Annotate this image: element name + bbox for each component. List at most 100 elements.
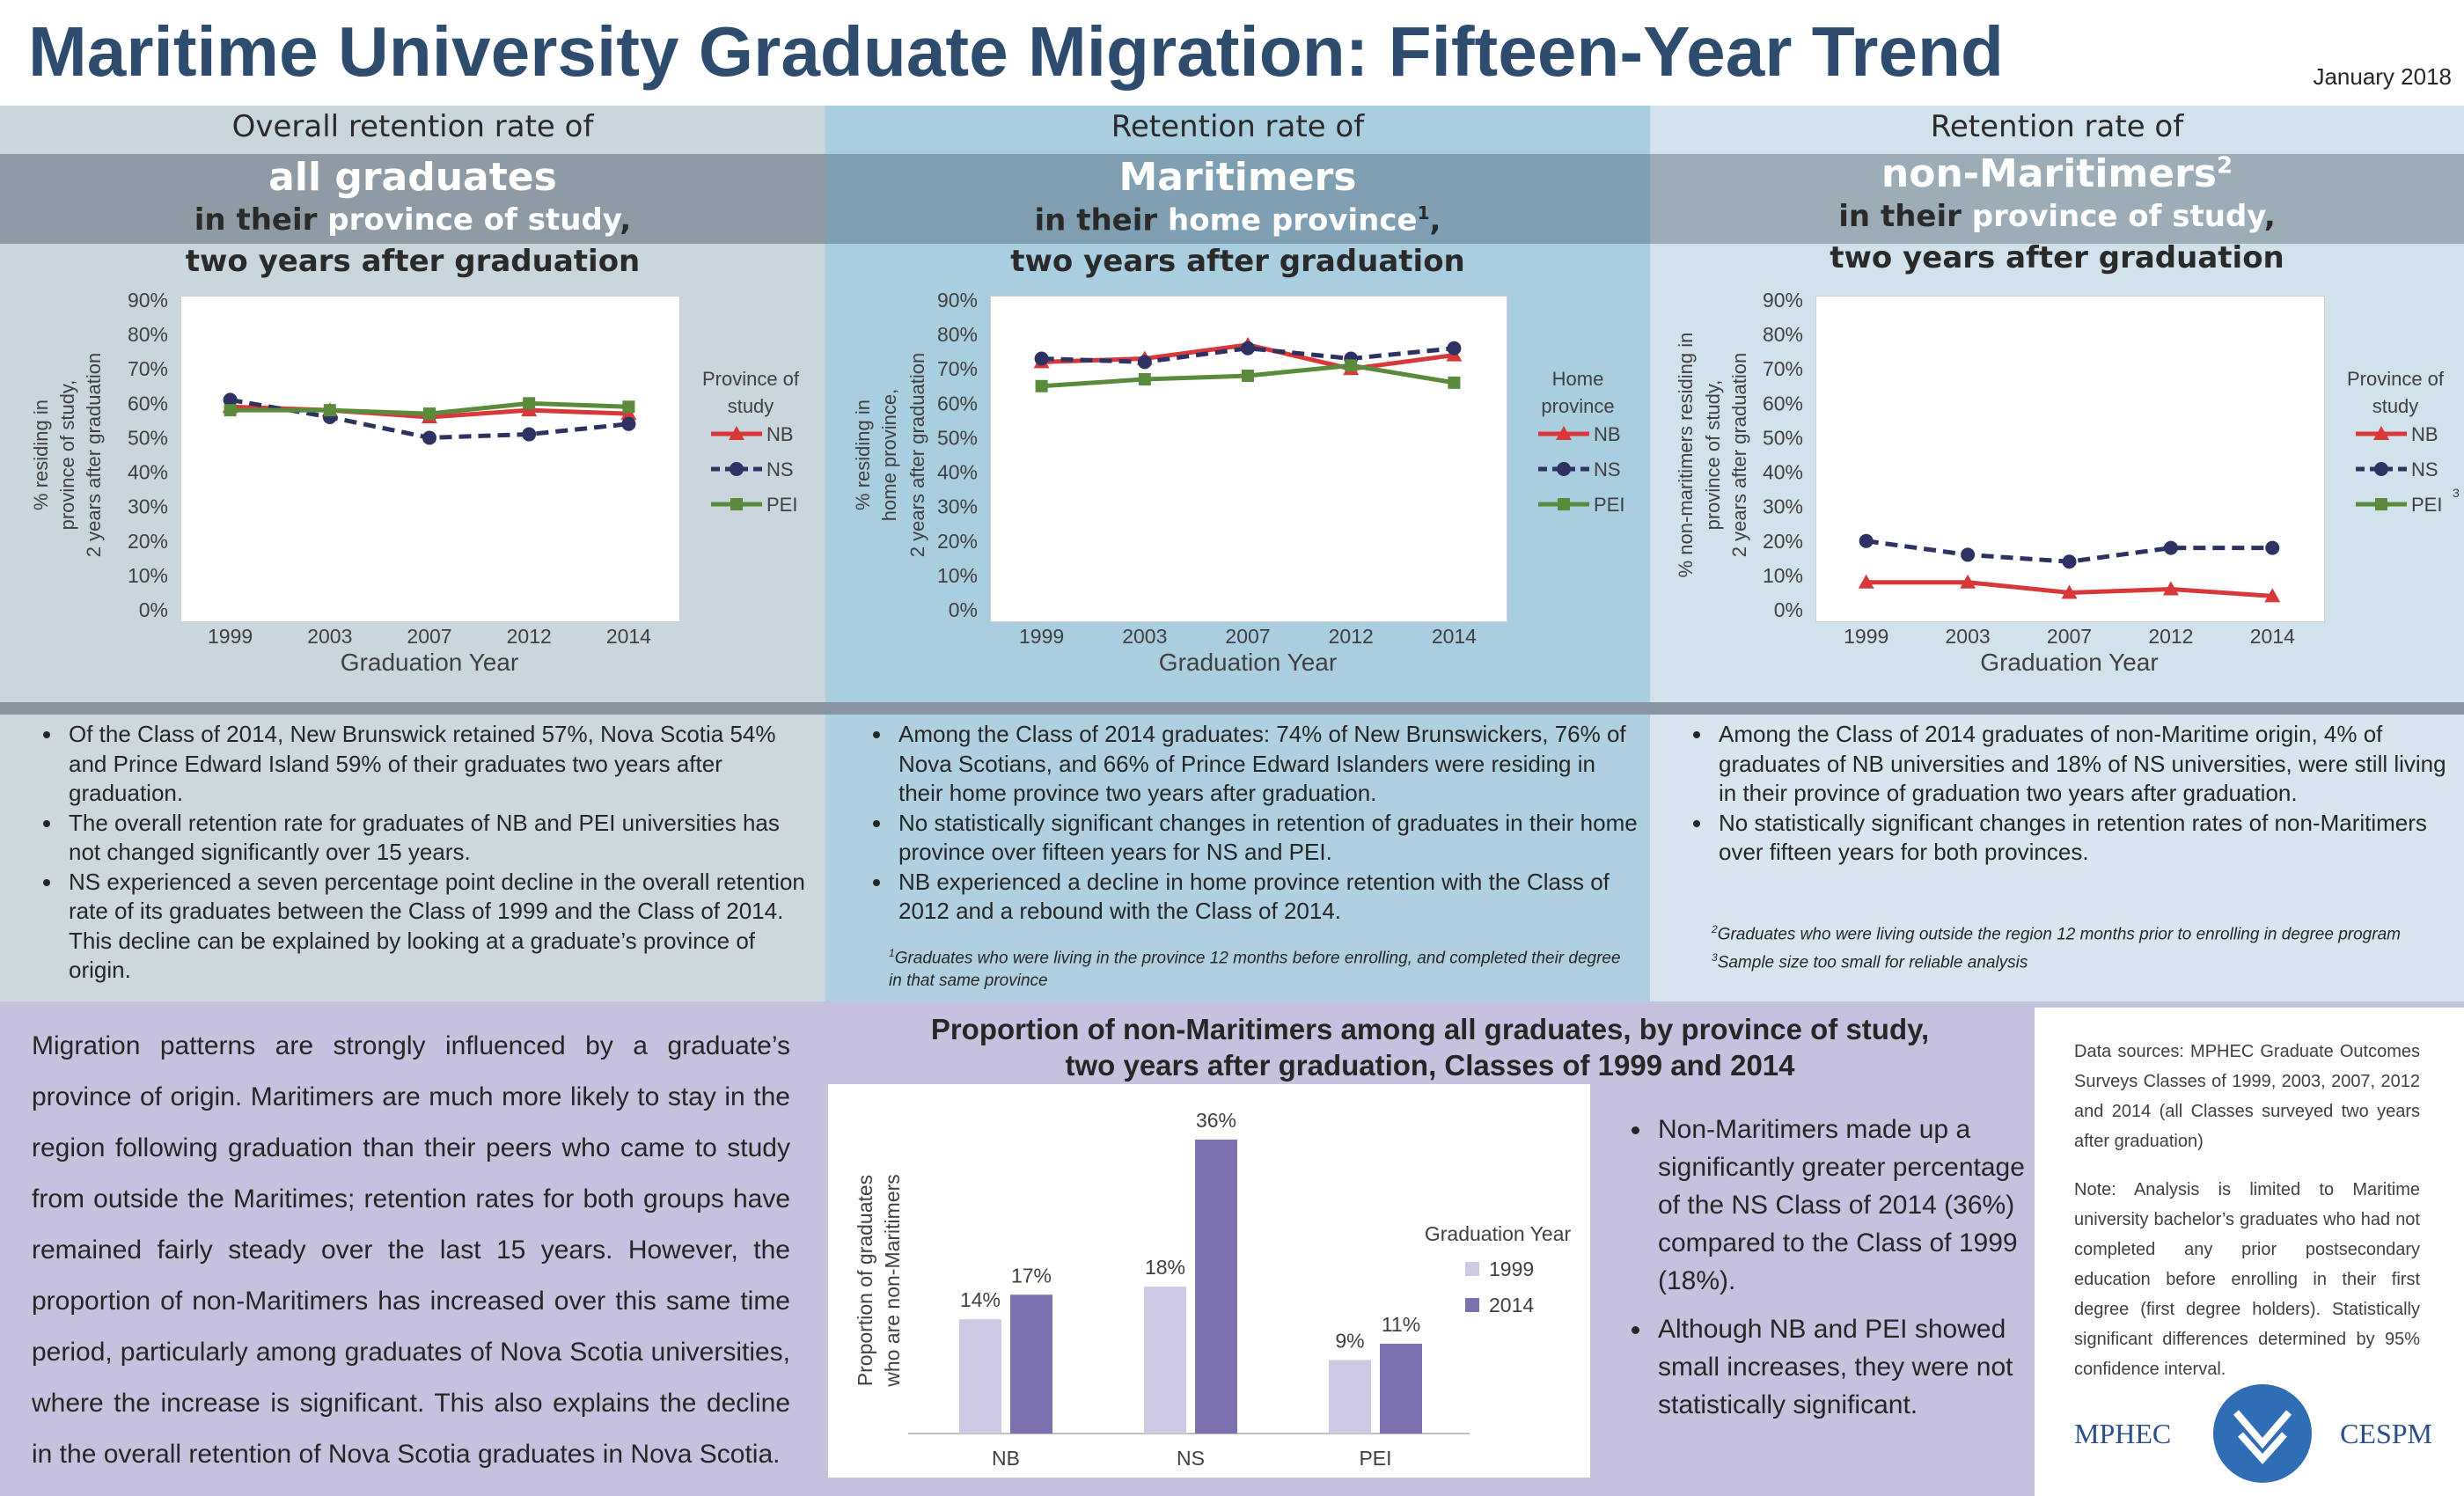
legend-marker <box>730 462 744 476</box>
y-tick-label: 80% <box>1763 323 1803 346</box>
marker <box>522 427 537 442</box>
marker <box>1035 379 1048 392</box>
panel-heading: Retention rate of non-Maritimers2 in the… <box>1650 0 2464 290</box>
y-tick-label: 30% <box>937 495 978 518</box>
y-tick-label: 60% <box>1763 392 1803 414</box>
footnote-mark: 2 <box>1712 923 1718 935</box>
bullet-list: Among the Class of 2014 graduates of non… <box>1682 720 2461 868</box>
legend-marker <box>1558 498 1570 510</box>
footnote-text: Sample size too small for reliable analy… <box>1717 953 2028 972</box>
y-axis-title: % non-maritimers residing in <box>1675 333 1697 578</box>
legend-label: 1999 <box>1489 1258 1534 1280</box>
heading-line: non-Maritimers2 <box>1650 151 2464 196</box>
legend-label: PEI <box>766 494 797 516</box>
panel-bg <box>825 715 1650 1001</box>
marker <box>2265 540 2280 555</box>
marker <box>621 416 636 431</box>
heading-line: all graduates <box>268 155 557 200</box>
legend-marker <box>2373 426 2389 440</box>
heading-line: in their province of study, <box>1650 199 2464 234</box>
y-axis-title: % residing in <box>30 400 52 510</box>
y-tick-label: 90% <box>937 289 978 312</box>
heading-line: Maritimers <box>1118 155 1357 200</box>
y-tick-label: 50% <box>128 426 168 449</box>
x-tick-label: 2014 <box>606 625 651 648</box>
page-title: Maritime University Graduate Migration: … <box>28 12 2004 91</box>
legend-label: NB <box>766 423 794 445</box>
x-tick-label: 1999 <box>1844 625 1888 648</box>
heading-band <box>825 154 1650 244</box>
bullet: Non-Maritimers made up a significantly g… <box>1653 1111 2027 1300</box>
legend-label: PEI <box>1594 494 1624 516</box>
sources: Data sources: MPHEC Graduate Outcomes Su… <box>2074 1042 2420 1151</box>
heading-line: two years after graduation <box>1010 244 1465 279</box>
x-tick-label: 1999 <box>1019 625 1064 648</box>
y-tick-label: 0% <box>1774 598 1803 621</box>
heading-line: in their home province1, <box>825 202 1650 238</box>
value-label: 9% <box>1335 1330 1364 1353</box>
logo-mark <box>2213 1384 2312 1483</box>
value-label: 11% <box>1382 1313 1420 1336</box>
y-axis-title: % residing in <box>852 400 874 510</box>
bullet: No statistically significant changes in … <box>893 809 1641 868</box>
y-axis-title: 2 years after graduation <box>906 353 928 557</box>
x-tick-label: PEI <box>1359 1447 1391 1470</box>
legend-swatch <box>1465 1298 1479 1312</box>
y-tick-label: 20% <box>1763 530 1803 553</box>
bar <box>1380 1343 1422 1434</box>
marker <box>1137 355 1152 370</box>
value-label: 17% <box>1011 1264 1052 1287</box>
y-tick-label: 90% <box>128 289 168 312</box>
x-tick-label: 2012 <box>2148 625 2193 648</box>
heading-sup: 2 <box>2217 152 2233 180</box>
y-tick-label: 60% <box>128 392 168 414</box>
footnote: 3Sample size too small for reliable anal… <box>1712 946 2442 974</box>
marker <box>1242 370 1254 383</box>
footnote: 1Graduates who were living in the provin… <box>889 942 1628 993</box>
y-tick-label: 80% <box>937 323 978 346</box>
heading-text: home province <box>1168 202 1418 238</box>
bar <box>1329 1360 1371 1434</box>
bullet: The overall retention rate for graduates… <box>63 809 811 868</box>
y-axis-title: Proportion of graduates <box>854 1175 876 1386</box>
footnotes: 2Graduates who were living outside the r… <box>1712 918 2442 975</box>
bullet: NB experienced a decline in home provinc… <box>893 868 1641 927</box>
y-tick-label: 60% <box>937 392 978 414</box>
legend-marker <box>730 498 743 510</box>
y-tick-label: 40% <box>1763 461 1803 484</box>
marker <box>1241 341 1255 356</box>
chart-box <box>180 296 680 622</box>
y-axis-title: province of study, <box>56 380 78 531</box>
heading-text: , <box>620 202 632 238</box>
logo-text: MPHEC <box>2074 1418 2171 1449</box>
heading-line: Overall retention rate of <box>231 109 594 144</box>
legend-label: NS <box>2411 458 2438 480</box>
marker <box>2062 554 2077 569</box>
value-label: 36% <box>1196 1109 1236 1132</box>
y-tick-label: 70% <box>937 357 978 380</box>
y-tick-label: 40% <box>128 461 168 484</box>
marker <box>422 430 436 445</box>
heading-sup: 1 <box>1417 202 1430 224</box>
marker <box>1345 359 1358 372</box>
marker <box>1447 341 1462 356</box>
footnote-mark: 1 <box>889 947 895 959</box>
legend-label: PEI <box>2411 494 2442 516</box>
marker <box>1138 372 1151 385</box>
footnotes: 1Graduates who were living in the provin… <box>889 942 1628 993</box>
bullet: Among the Class of 2014 graduates: 74% o… <box>893 720 1641 809</box>
legend-title: study <box>728 395 774 417</box>
legend-label: NB <box>1594 423 1621 445</box>
heading-line: Retention rate of <box>1111 109 1365 144</box>
separator <box>0 702 2464 715</box>
note: Note: Analysis is limited to Maritime un… <box>2074 1180 2420 1379</box>
legend-title: province <box>1541 395 1614 417</box>
marker <box>622 400 635 414</box>
chart-title: Proportion of non-Maritimers among all g… <box>931 1013 1929 1045</box>
legend-marker <box>1556 426 1572 440</box>
y-tick-label: 10% <box>937 564 978 587</box>
value-label: 18% <box>1145 1256 1185 1279</box>
bullet-list: Among the Class of 2014 graduates: 74% o… <box>862 720 1641 927</box>
marker <box>1961 547 1976 562</box>
